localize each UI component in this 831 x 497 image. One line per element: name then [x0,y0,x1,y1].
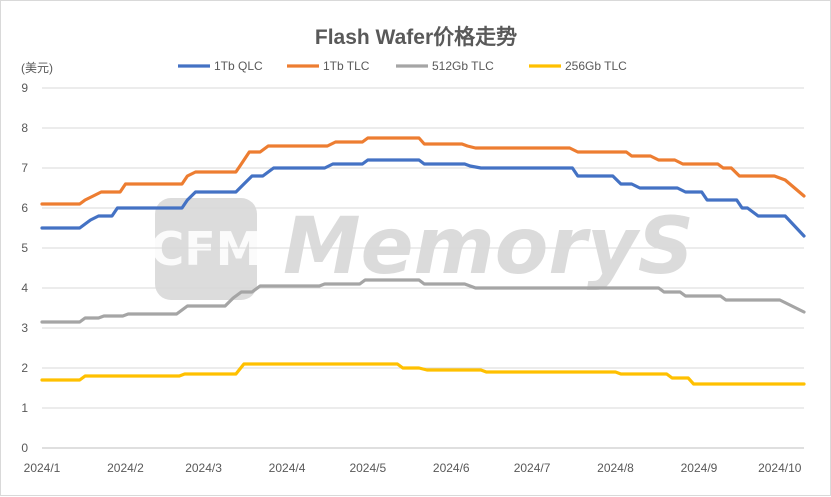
legend-label: 1Tb QLC [214,59,263,73]
x-tick-label: 2024/4 [269,461,306,475]
legend-label: 512Gb TLC [432,59,494,73]
y-tick-label: 7 [21,161,28,175]
watermark-text: MemoryS [283,202,694,292]
x-tick-label: 2024/1 [24,461,61,475]
x-tick-label: 2024/5 [349,461,386,475]
x-tick-label: 2024/3 [185,461,222,475]
y-tick-label: 2 [21,361,28,375]
watermark: CFM MemoryS [151,198,694,300]
series-line-1tb-qlc [40,158,806,238]
x-tick-label: 2024/10 [758,461,802,475]
x-tick-label: 2024/7 [514,461,551,475]
x-tick-label: 2024/2 [107,461,144,475]
y-tick-label: 5 [21,241,28,255]
x-tick-label: 2024/8 [597,461,634,475]
watermark-logo-text: CFM [151,222,262,276]
y-tick-label: 0 [21,441,28,455]
series-line-256gb-tlc [40,362,806,386]
chart-title: Flash Wafer价格走势 [315,25,517,49]
y-unit-label: (美元) [21,61,53,75]
y-tick-label: 6 [21,201,28,215]
series-line-1tb-tlc [40,136,806,206]
gridlines [42,87,804,449]
legend-label: 1Tb TLC [323,59,370,73]
y-tick-label: 1 [21,401,28,415]
y-tick-label: 9 [21,81,28,95]
series-line-512gb-tlc [40,278,806,324]
legend-label: 256Gb TLC [565,59,627,73]
x-axis-ticks: 2024/1 2024/2 2024/3 2024/4 2024/5 2024/6 2024… [24,461,802,475]
y-tick-label: 8 [21,121,28,135]
x-tick-label: 2024/6 [433,461,470,475]
y-axis-ticks: 0 1 2 3 4 5 6 7 8 9 [21,81,28,455]
legend: 1Tb QLC 1Tb TLC 512Gb TLC 256Gb TLC [178,59,627,73]
y-tick-label: 3 [21,321,28,335]
watermark-logo-box [155,198,257,300]
series-lines [40,136,806,386]
x-tick-label: 2024/9 [681,461,718,475]
y-tick-label: 4 [21,281,28,295]
